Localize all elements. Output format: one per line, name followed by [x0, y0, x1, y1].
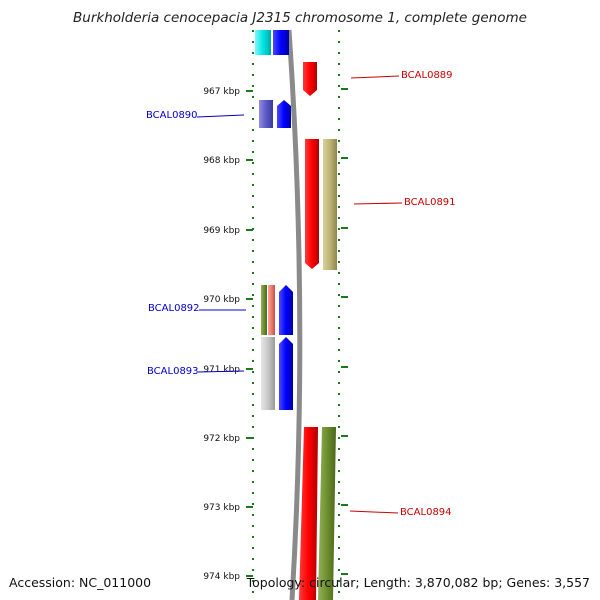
gene-label-bcal0892[interactable]: BCAL0892: [148, 303, 200, 314]
accession-label: Accession: NC_011000: [9, 575, 152, 590]
gene-label-bcal0891[interactable]: BCAL0891: [404, 197, 456, 208]
tick-label: 973 kbp: [203, 503, 240, 513]
tick-label: 972 kbp: [203, 434, 240, 444]
tick-label: 969 kbp: [203, 226, 240, 236]
gene-label-bcal0890[interactable]: BCAL0890: [146, 110, 198, 121]
chromosome-backbone: [286, 29, 303, 600]
gene-leader-line: [350, 75, 400, 79]
tick-label: 970 kbp: [203, 295, 240, 305]
gene-leader-line: [349, 510, 399, 514]
gene-arrow-bcal0891: [305, 139, 319, 269]
tick-label: 967 kbp: [203, 87, 240, 97]
gene-arrow-bcal0890: [277, 100, 291, 128]
gene-segment-blue-top: [273, 30, 289, 55]
gene-arrow-bcal0892: [279, 285, 293, 335]
gene-label-bcal0893[interactable]: BCAL0893: [147, 366, 199, 377]
gene-arrow-bcal0894: [299, 427, 318, 600]
gene-label-bcal0894[interactable]: BCAL0894: [400, 507, 452, 518]
gene-segment-bcal0894-olive: [318, 427, 336, 600]
gene-segment-cyan-top: [255, 30, 271, 55]
gene-leader-line: [353, 202, 403, 205]
gene-segment-bcal0891-khaki: [323, 139, 337, 270]
tick-label: 974 kbp: [203, 572, 240, 582]
topology-label: Topology: circular; Length: 3,870,082 bp…: [246, 575, 590, 590]
gene-leader-line: [197, 370, 245, 373]
gene-label-layer: BCAL0889 BCAL0890 BCAL0891 BCAL0892 BCAL0893…: [146, 70, 456, 518]
tick-label: 968 kbp: [203, 156, 240, 166]
gene-segment-bcal0892-olive: [261, 285, 267, 335]
gene-leader-line: [196, 114, 245, 118]
gene-arrow-bcal0889: [303, 62, 317, 96]
tick-layer: 967 kbp 968 kbp 969 kbp 970 kbp 971 kbp 972 k…: [203, 87, 348, 582]
gene-arrow-bcal0893: [279, 337, 293, 410]
map-title: Burkholderia cenocepacia J2315 chromosom…: [73, 10, 527, 26]
gene-label-bcal0889[interactable]: BCAL0889: [401, 70, 453, 81]
gene-segment-bcal0893-gray: [261, 337, 275, 410]
tick-label: 971 kbp: [203, 365, 240, 375]
gene-segment-bcal0892-salmon: [268, 285, 275, 335]
gene-segment-bcal0890-rna: [259, 100, 273, 128]
